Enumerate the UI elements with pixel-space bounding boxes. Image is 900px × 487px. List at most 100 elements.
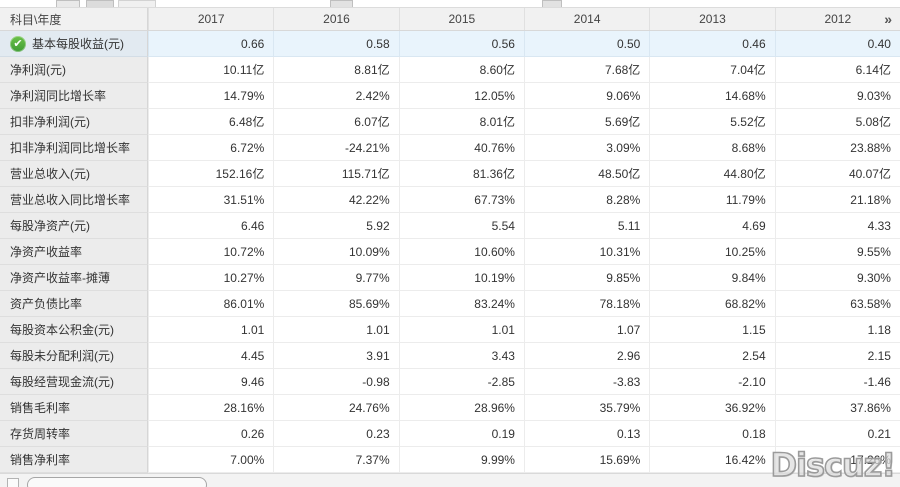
row-label-cell[interactable]: 每股资本公积金(元)	[0, 317, 148, 343]
row-label-cell[interactable]: 净资产收益率	[0, 239, 148, 265]
cell-value: 3.91	[273, 343, 399, 369]
cell-value: 23.88%	[774, 135, 900, 161]
cell-value: 83.24%	[398, 291, 524, 317]
table-row[interactable]: 每股未分配利润(元) 4.45 3.91 3.43 2.96 2.54 2.15	[0, 343, 900, 369]
cell-value: 8.28%	[523, 187, 650, 213]
table-row[interactable]: 净资产收益率-摊薄 10.27% 9.77% 10.19% 9.85% 9.84% 9.30…	[0, 265, 900, 291]
cell-value: 3.43	[398, 343, 524, 369]
table-row[interactable]: 营业总收入同比增长率 31.51% 42.22% 67.73% 8.28% 11.79% 2…	[0, 187, 900, 213]
cell-value: 2.54	[649, 343, 775, 369]
cell-value: 0.13	[523, 421, 650, 447]
row-label-cell[interactable]: 净利润(元)	[0, 57, 148, 83]
cell-value: 6.14亿	[774, 57, 900, 83]
cell-value: 11.79%	[649, 187, 775, 213]
cell-value: 0.26	[148, 421, 274, 447]
cell-value: 6.72%	[148, 135, 274, 161]
table-header-row: 科目\年度 2017 2016 2015 2014 2013 2012»	[0, 8, 900, 31]
row-label-cell[interactable]: 每股未分配利润(元)	[0, 343, 148, 369]
cropped-rounded-control[interactable]	[27, 477, 207, 487]
row-label: 净利润同比增长率	[10, 89, 107, 103]
cell-value: 10.19%	[398, 265, 524, 291]
year-header: 2012	[774, 8, 900, 30]
cell-value: 78.18%	[523, 291, 650, 317]
cell-value: 44.80亿	[649, 161, 775, 187]
table-row[interactable]: 每股净资产(元) 6.46 5.92 5.54 5.11 4.69 4.33	[0, 213, 900, 239]
table-row[interactable]: 销售毛利率 28.16% 24.76% 28.96% 35.79% 36.92% 37.86…	[0, 395, 900, 421]
cell-value: -24.21%	[273, 135, 399, 161]
row-label: 每股经营现金流(元)	[10, 375, 114, 389]
cell-value: 1.07	[523, 317, 650, 343]
row-label-cell[interactable]: 销售净利率	[0, 447, 148, 473]
cell-value: 6.48亿	[148, 109, 274, 135]
row-label-cell[interactable]: 净资产收益率-摊薄	[0, 265, 148, 291]
cell-value: -1.46	[774, 369, 900, 395]
cell-value: 16.42%	[649, 447, 775, 473]
row-label-cell[interactable]: 扣非净利润(元)	[0, 109, 148, 135]
row-label: 存货周转率	[10, 427, 71, 441]
cell-value: 6.07亿	[273, 109, 399, 135]
row-label-cell[interactable]: 每股净资产(元)	[0, 213, 148, 239]
cell-value: -3.83	[523, 369, 650, 395]
cell-value: 0.66	[148, 31, 274, 57]
row-label-cell[interactable]: 净利润同比增长率	[0, 83, 148, 109]
cell-value: 9.06%	[523, 83, 650, 109]
row-label: 每股资本公积金(元)	[10, 323, 114, 337]
cell-value: 0.46	[649, 31, 775, 57]
row-label-cell[interactable]: 营业总收入(元)	[0, 161, 148, 187]
table-row[interactable]: 每股资本公积金(元) 1.01 1.01 1.01 1.07 1.15 1.18	[0, 317, 900, 343]
row-label: 每股净资产(元)	[10, 219, 90, 233]
cropped-checkbox[interactable]	[7, 478, 19, 487]
cell-value: 4.45	[148, 343, 274, 369]
cell-value: -0.98	[273, 369, 399, 395]
cell-value: 17.26%	[774, 447, 900, 473]
cropped-tab	[330, 0, 353, 7]
row-label: 扣非净利润(元)	[10, 115, 90, 129]
cell-value: 9.77%	[273, 265, 399, 291]
more-years-icon[interactable]: »	[884, 11, 892, 27]
corner-header: 科目\年度	[0, 8, 148, 30]
table-row[interactable]: 资产负债比率 86.01% 85.69% 83.24% 78.18% 68.82% 63.5…	[0, 291, 900, 317]
cell-value: 10.11亿	[148, 57, 274, 83]
table-row[interactable]: 净利润(元) 10.11亿 8.81亿 8.60亿 7.68亿 7.04亿 6.14亿	[0, 57, 900, 83]
cropped-tab	[542, 0, 562, 7]
cell-value: 68.82%	[649, 291, 775, 317]
cell-value: 85.69%	[273, 291, 399, 317]
cell-value: 7.68亿	[523, 57, 650, 83]
cell-value: 5.11	[523, 213, 650, 239]
table-row[interactable]: ✔ 基本每股收益(元) 0.66 0.58 0.56 0.50 0.46 0.40	[0, 31, 900, 57]
cell-value: 37.86%	[774, 395, 900, 421]
row-label: 营业总收入同比增长率	[10, 193, 131, 207]
table-row[interactable]: 销售净利率 7.00% 7.37% 9.99% 15.69% 16.42% 17.26%	[0, 447, 900, 473]
table-row[interactable]: 存货周转率 0.26 0.23 0.19 0.13 0.18 0.21	[0, 421, 900, 447]
table-row[interactable]: 扣非净利润同比增长率 6.72% -24.21% 40.76% 3.09% 8.68% 23…	[0, 135, 900, 161]
row-label-cell[interactable]: 扣非净利润同比增长率	[0, 135, 148, 161]
cell-value: 28.96%	[398, 395, 524, 421]
cell-value: 2.15	[774, 343, 900, 369]
row-label-cell[interactable]: 每股经营现金流(元)	[0, 369, 148, 395]
cell-value: 10.60%	[398, 239, 524, 265]
row-label-cell[interactable]: 营业总收入同比增长率	[0, 187, 148, 213]
table-row[interactable]: 每股经营现金流(元) 9.46 -0.98 -2.85 -3.83 -2.10 -1.46	[0, 369, 900, 395]
row-label: 营业总收入(元)	[10, 167, 90, 181]
row-label-cell[interactable]: 销售毛利率	[0, 395, 148, 421]
cell-value: 1.01	[273, 317, 399, 343]
cell-value: -2.10	[649, 369, 775, 395]
row-label: 销售毛利率	[10, 401, 71, 415]
row-label-cell[interactable]: 存货周转率	[0, 421, 148, 447]
table-row[interactable]: 营业总收入(元) 152.16亿 115.71亿 81.36亿 48.50亿 44.80亿…	[0, 161, 900, 187]
cell-value: 4.69	[649, 213, 775, 239]
table-row[interactable]: 净资产收益率 10.72% 10.09% 10.60% 10.31% 10.25% 9.55…	[0, 239, 900, 265]
row-label-cell[interactable]: 资产负债比率	[0, 291, 148, 317]
year-header: 2014	[523, 8, 650, 30]
cell-value: 21.18%	[774, 187, 900, 213]
table-row[interactable]: 扣非净利润(元) 6.48亿 6.07亿 8.01亿 5.69亿 5.52亿 5.08亿	[0, 109, 900, 135]
year-header: 2016	[273, 8, 399, 30]
row-label-cell[interactable]: ✔ 基本每股收益(元)	[0, 31, 148, 57]
table-row[interactable]: 净利润同比增长率 14.79% 2.42% 12.05% 9.06% 14.68% 9.03…	[0, 83, 900, 109]
cell-value: 9.55%	[774, 239, 900, 265]
row-label: 净资产收益率	[10, 245, 83, 259]
cell-value: -2.85	[398, 369, 524, 395]
cell-value: 81.36亿	[398, 161, 524, 187]
cell-value: 152.16亿	[148, 161, 274, 187]
